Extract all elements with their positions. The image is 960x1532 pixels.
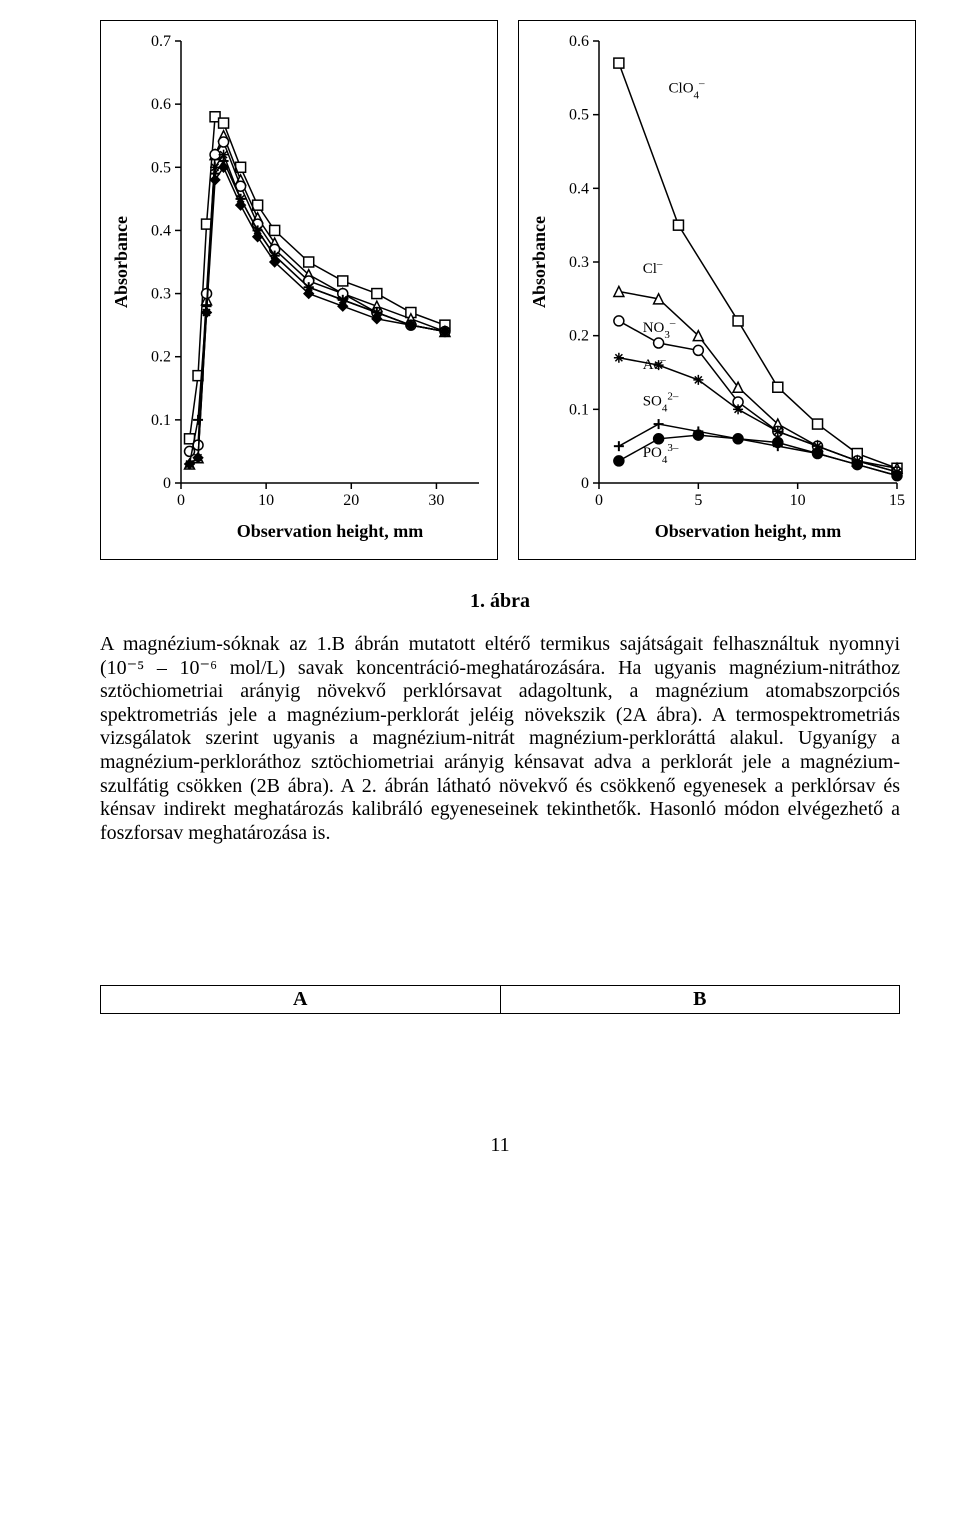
svg-text:20: 20 — [343, 492, 359, 509]
svg-text:0: 0 — [595, 492, 603, 509]
svg-text:0: 0 — [177, 492, 185, 509]
svg-text:5: 5 — [694, 492, 702, 509]
chart-left: 0 0.1 0.2 0.3 0.4 0.5 0.6 0.7 0 10 20 30 Absorbance O… — [109, 31, 489, 551]
figure-row: 0 0.1 0.2 0.3 0.4 0.5 0.6 0.7 0 10 20 30 Absorbance O… — [100, 20, 900, 560]
svg-text:15: 15 — [889, 492, 905, 509]
svg-text:0.7: 0.7 — [151, 33, 171, 50]
panel-label-a: A — [101, 986, 501, 1014]
panel-label-b: B — [500, 986, 900, 1014]
svg-text:0: 0 — [163, 475, 171, 492]
svg-text:0.6: 0.6 — [151, 96, 171, 113]
svg-text:0.5: 0.5 — [151, 159, 171, 176]
svg-text:0.2: 0.2 — [151, 349, 171, 366]
svg-text:ClO4–: ClO4– — [669, 78, 706, 102]
svg-text:0.6: 0.6 — [569, 33, 589, 50]
svg-text:0.2: 0.2 — [569, 328, 589, 345]
chart-panel-left: 0 0.1 0.2 0.3 0.4 0.5 0.6 0.7 0 10 20 30 Absorbance O… — [100, 20, 498, 560]
page-number: 11 — [100, 1134, 900, 1157]
svg-text:0.3: 0.3 — [151, 286, 171, 303]
svg-text:Observation height, mm: Observation height, mm — [237, 521, 424, 541]
svg-text:0: 0 — [581, 475, 589, 492]
svg-text:0.1: 0.1 — [151, 412, 171, 429]
chart-right: 0 0.1 0.2 0.3 0.4 0.5 0.6 0 5 10 15 Absorbance Obser… — [527, 31, 907, 551]
svg-text:0.4: 0.4 — [569, 180, 589, 197]
svg-text:Absorbance: Absorbance — [111, 216, 131, 308]
svg-text:30: 30 — [428, 492, 444, 509]
svg-text:PO43–: PO43– — [643, 442, 679, 466]
svg-text:SO42–: SO42– — [643, 391, 679, 415]
svg-text:10: 10 — [790, 492, 806, 509]
svg-text:10: 10 — [258, 492, 274, 509]
chart-panel-right: 0 0.1 0.2 0.3 0.4 0.5 0.6 0 5 10 15 Absorbance Obser… — [518, 20, 916, 560]
figure-number: 1. ábra — [100, 590, 900, 613]
svg-text:0.4: 0.4 — [151, 222, 171, 239]
panel-label-table: A B — [100, 985, 900, 1014]
svg-text:Cl–: Cl– — [643, 258, 663, 277]
svg-text:Ac–: Ac– — [643, 354, 667, 373]
body-paragraph: A magnézium-sóknak az 1.B ábrán mutatott… — [100, 633, 900, 845]
svg-text:0.1: 0.1 — [569, 401, 589, 418]
svg-text:Observation height, mm: Observation height, mm — [655, 521, 842, 541]
svg-text:0.3: 0.3 — [569, 254, 589, 271]
svg-text:0.5: 0.5 — [569, 107, 589, 124]
svg-text:Absorbance: Absorbance — [529, 216, 549, 308]
